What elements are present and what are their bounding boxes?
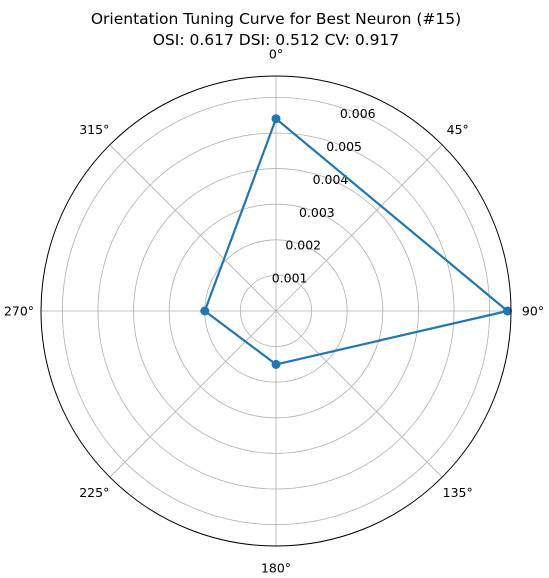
angular-gridline-7 bbox=[109, 144, 277, 312]
radial-tick-label: 0.003 bbox=[299, 205, 335, 220]
radial-tick-labels: 0.001 0.002 0.003 0.004 0.005 0.006 bbox=[272, 106, 376, 285]
angle-tick-label: 0° bbox=[269, 47, 283, 62]
angle-tick-label: 315° bbox=[79, 122, 109, 137]
series-layer bbox=[200, 114, 512, 369]
data-point-0 bbox=[271, 114, 281, 124]
angular-gridline-5 bbox=[109, 310, 277, 478]
radial-tick-label: 0.002 bbox=[285, 238, 321, 253]
chart-title-line-1: Orientation Tuning Curve for Best Neuron… bbox=[91, 10, 461, 28]
radial-tick-label: 0.005 bbox=[326, 139, 362, 154]
angle-tick-label: 135° bbox=[443, 485, 473, 500]
radial-tick-label: 0.001 bbox=[272, 271, 308, 286]
radial-tick-label: 0.006 bbox=[340, 106, 376, 121]
polar-grid bbox=[41, 76, 511, 546]
polar-frame bbox=[40, 75, 512, 547]
series-line-0 bbox=[203, 117, 509, 366]
angle-tick-label: 90° bbox=[522, 304, 544, 319]
angle-tick-label: 45° bbox=[447, 122, 469, 137]
data-point-90 bbox=[502, 306, 512, 316]
radial-tick-label: 0.004 bbox=[313, 172, 349, 187]
data-point-180 bbox=[271, 359, 281, 369]
angle-tick-label: 270° bbox=[4, 304, 34, 319]
angle-tick-labels: 0° 45° 90° 135° 180° 225° 270° 315° bbox=[4, 47, 544, 576]
data-point-270 bbox=[200, 306, 210, 316]
angle-tick-label: 180° bbox=[261, 561, 291, 576]
angular-gridline-3 bbox=[275, 310, 443, 478]
angle-tick-label: 225° bbox=[79, 485, 109, 500]
angular-gridline-1 bbox=[275, 144, 443, 312]
chart-title-line-2: OSI: 0.617 DSI: 0.512 CV: 0.917 bbox=[153, 31, 400, 49]
